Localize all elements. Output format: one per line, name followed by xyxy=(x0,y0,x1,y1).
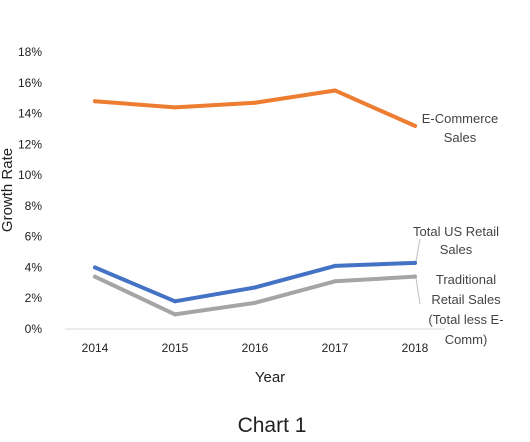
data-point-ecommerce xyxy=(173,105,177,110)
y-tick-label: 18% xyxy=(18,45,42,59)
data-point-traditional xyxy=(253,300,257,305)
x-tick-label: 2015 xyxy=(162,341,189,355)
series-label-ecommerce: E-Commerce Sales xyxy=(422,111,499,145)
y-tick-label: 4% xyxy=(25,260,43,274)
data-point-traditional xyxy=(413,274,417,279)
y-tick-label: 14% xyxy=(18,107,42,121)
series-label-line: Traditional xyxy=(436,272,496,287)
series-label-total: Total US Retail Sales xyxy=(413,224,499,257)
x-tick-label: 2018 xyxy=(402,341,429,355)
y-tick-label: 10% xyxy=(18,168,42,182)
x-tick-label: 2017 xyxy=(322,341,349,355)
series-annotations: E-Commerce Sales Total US Retail Sales Tradi… xyxy=(413,111,504,347)
series-line-traditional xyxy=(93,274,417,317)
chart-caption: Chart 1 xyxy=(238,414,307,437)
y-tick-label: 2% xyxy=(25,291,43,305)
x-tick-label: 2016 xyxy=(242,341,269,355)
series-line-total xyxy=(93,260,417,304)
data-point-total xyxy=(173,299,177,304)
series-line-ecommerce xyxy=(93,88,417,128)
x-axis: 2014 2015 2016 2017 2018 xyxy=(82,341,429,355)
y-tick-label: 6% xyxy=(25,230,43,244)
leader-line-total xyxy=(415,238,421,262)
y-tick-label: 8% xyxy=(25,199,43,213)
data-point-traditional xyxy=(333,279,337,284)
data-point-ecommerce xyxy=(413,123,417,128)
leader-line-traditional xyxy=(415,277,421,305)
y-tick-label: 16% xyxy=(18,76,42,90)
y-tick-label: 0% xyxy=(25,322,43,336)
series-label-line: Sales xyxy=(440,242,473,257)
data-point-total xyxy=(93,265,97,270)
data-point-total xyxy=(253,285,257,290)
series-label-line: Comm) xyxy=(445,332,488,347)
data-point-ecommerce xyxy=(333,88,337,93)
x-axis-title: Year xyxy=(255,369,285,386)
series-label-traditional: Traditional Retail Sales (Total less E- Com… xyxy=(428,272,503,347)
series-label-line: (Total less E- xyxy=(428,312,503,327)
series-label-line: Total US Retail xyxy=(413,224,499,239)
y-axis-title: Growth Rate xyxy=(0,148,16,232)
series-label-line: Retail Sales xyxy=(431,292,501,307)
x-tick-label: 2014 xyxy=(82,341,109,355)
data-point-traditional xyxy=(173,312,177,317)
data-point-ecommerce xyxy=(93,99,97,104)
data-point-ecommerce xyxy=(253,100,257,105)
y-tick-label: 12% xyxy=(18,137,42,151)
data-point-total xyxy=(333,263,337,268)
series-label-line: Sales xyxy=(444,130,477,145)
series-label-line: E-Commerce xyxy=(422,111,499,126)
series-layer xyxy=(93,88,417,317)
data-point-total xyxy=(413,260,417,265)
y-axis: 0% 2% 4% 6% 8% 10% 12% 14% 16% 18% xyxy=(18,45,42,336)
data-point-traditional xyxy=(93,274,97,279)
